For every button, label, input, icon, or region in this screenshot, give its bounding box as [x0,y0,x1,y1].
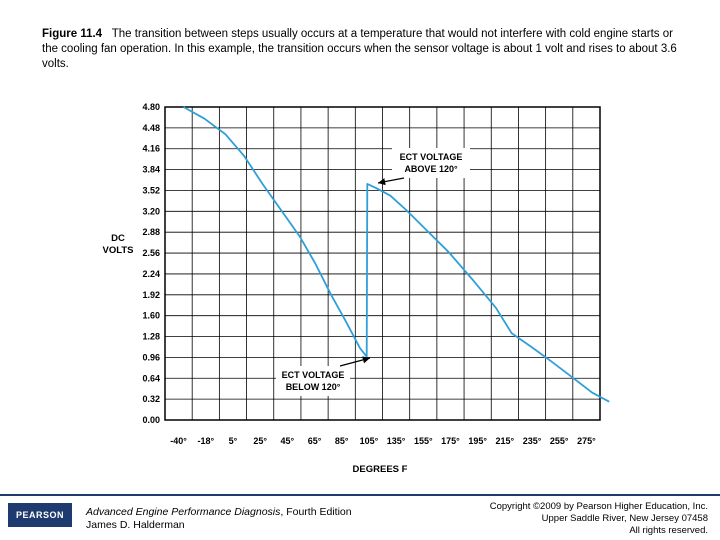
x-tick-label: -40° [170,436,187,446]
ect-voltage-chart: 0.00 0.32 0.64 0.96 1.28 1.60 1.92 2.24 2.56 2.88… [103,102,610,475]
y-tick-label: 4.80 [142,102,160,112]
copyright-line3: All rights reserved. [629,525,708,536]
figure-label: Figure 11.4 [42,28,103,40]
y-tick-label: 2.24 [142,269,160,279]
x-tick-label: 235° [523,436,542,446]
annotation-line1: ECT VOLTAGE [400,152,463,162]
copyright-line2: Upper Saddle River, New Jersey 07458 [541,513,708,524]
y-tick-label: 2.88 [142,227,160,237]
annotation-box [392,148,470,178]
copyright: Copyright ©2009 by Pearson Higher Educat… [490,501,708,537]
x-tick-label: 215° [496,436,515,446]
x-tick-label: 155° [414,436,433,446]
x-axis-label: DEGREES F [353,464,408,475]
annotation-line1: ECT VOLTAGE [282,370,345,380]
x-tick-label: 275° [577,436,596,446]
y-tick-label: 1.28 [142,332,160,342]
y-tick-label: 3.52 [142,185,160,195]
y-tick-label: 0.32 [142,394,160,404]
x-tick-label: 25° [253,436,267,446]
x-tick-label: 195° [468,436,487,446]
y-tick-label: 1.92 [142,290,160,300]
series-line [183,106,610,403]
book-title: Advanced Engine Performance Diagnosis [86,506,281,518]
x-tick-label: 135° [387,436,406,446]
y-tick-label: 0.64 [142,373,160,383]
y-axis-label-line2: VOLTS [103,245,134,256]
annotation-arrow [339,356,371,367]
pearson-logo: PEARSON [8,503,72,527]
caption-text: The transition between steps usually occ… [42,28,677,70]
book-info: Advanced Engine Performance Diagnosis, F… [86,506,352,532]
annotation-line2: BELOW 120° [286,382,341,392]
x-tick-label: 175° [441,436,460,446]
x-tick-label: 5° [229,436,238,446]
y-tick-label: 2.56 [142,248,160,258]
y-tick-label: 4.48 [142,123,160,133]
y-tick-label: 0.00 [142,415,160,425]
figure-caption: Figure 11.4 The transition between steps… [42,27,682,72]
y-axis-label-line1: DC [111,233,125,244]
x-tick-label: 85° [335,436,349,446]
x-tick-label: 45° [281,436,295,446]
annotation-box [276,366,350,396]
annotation-arrow [377,177,405,186]
copyright-line1: Copyright ©2009 by Pearson Higher Educat… [489,501,708,512]
annotation-line2: ABOVE 120° [404,164,458,174]
y-tick-label: 3.20 [142,206,160,216]
footer-divider [0,494,720,496]
y-tick-label: 3.84 [142,165,160,175]
y-tick-label: 0.96 [142,352,160,362]
y-tick-label: 1.60 [142,311,160,321]
book-author: James D. Halderman [86,519,185,531]
x-tick-label: 105° [360,436,379,446]
x-tick-label: 255° [550,436,569,446]
x-tick-label: 65° [308,436,322,446]
x-tick-label: -18° [197,436,214,446]
y-tick-label: 4.16 [142,144,160,154]
book-edition: , Fourth Edition [280,506,352,518]
